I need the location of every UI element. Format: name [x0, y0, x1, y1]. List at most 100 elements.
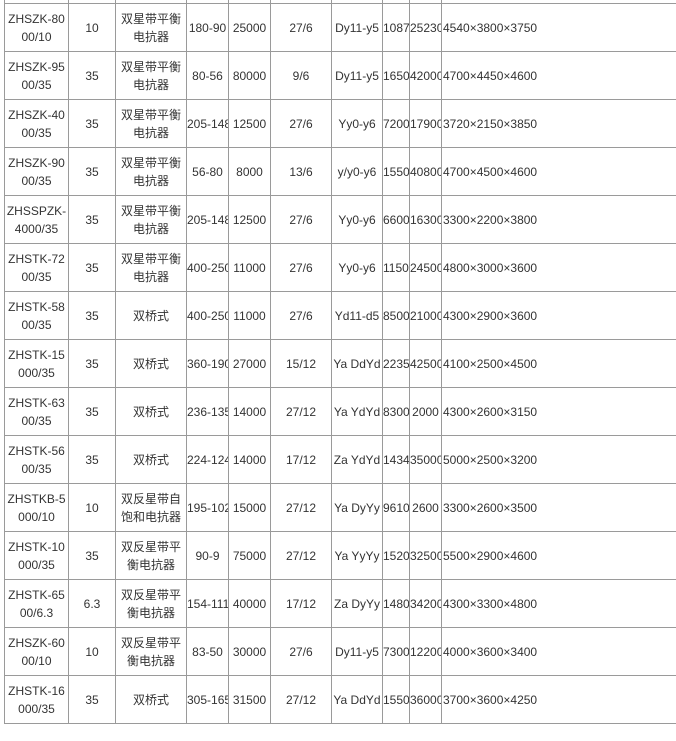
- cell-type: 双桥式: [115, 291, 187, 340]
- cell-model: ZHSTK-6500/6.3: [4, 579, 69, 628]
- cell-capacity: 8000: [228, 147, 271, 196]
- cell-dimensions: 3720×2150×3850: [441, 99, 676, 148]
- cell-value-a: 8500: [382, 291, 410, 340]
- cell-ratio: 27/6: [270, 243, 332, 292]
- table-row: ZHSTK-16000/35 35 双桥式 305-165 31500 27/12 Ya D…: [4, 675, 676, 724]
- cell-connection: Yy0-y6: [331, 243, 383, 292]
- table-row: ZHSZK-8000/10 10 双星带平衡电抗器 180-90 25000 27/6 Dy…: [4, 3, 676, 52]
- cell-connection: Yd11-d5: [331, 291, 383, 340]
- cell-dimensions: 4700×4450×4600: [441, 51, 676, 100]
- cell-capacity: 14000: [228, 387, 271, 436]
- cell-ratio: 9/6: [270, 51, 332, 100]
- table-row: ZHSTKB-5000/10 10 双反星带自饱和电抗器 195-102 15000 27…: [4, 483, 676, 532]
- cell-value-b: 42500: [409, 339, 442, 388]
- cell-dimensions: 4540×3800×3750: [441, 3, 676, 52]
- cell-capacity: 80000: [228, 51, 271, 100]
- cell-model: ZHSZK-8000/10: [4, 3, 69, 52]
- cell-voltage: 35: [68, 675, 116, 724]
- cell-type: 双星带平衡电抗器: [115, 3, 187, 52]
- cell-ratio: 27/6: [270, 627, 332, 676]
- cell-type: 双星带平衡电抗器: [115, 147, 187, 196]
- cell-value-a: 7300: [382, 627, 410, 676]
- cell-ratio: 27/6: [270, 3, 332, 52]
- cell-capacity: 12500: [228, 195, 271, 244]
- cell-value-a: 15500: [382, 675, 410, 724]
- cell-model: ZHSTK-6300/35: [4, 387, 69, 436]
- cell-voltage: 10: [68, 483, 116, 532]
- cell-range: 56-80: [186, 147, 229, 196]
- cell-type: 双桥式: [115, 387, 187, 436]
- table-row: ZHSTK-15000/35 35 双桥式 360-190 27000 15/12 Ya D…: [4, 339, 676, 388]
- cell-voltage: 10: [68, 627, 116, 676]
- cell-type: 双反星带自饱和电抗器: [115, 483, 187, 532]
- cell-range: 180-90: [186, 3, 229, 52]
- cell-type: 双星带平衡电抗器: [115, 195, 187, 244]
- cell-capacity: 11000: [228, 291, 271, 340]
- cell-ratio: 27/12: [270, 675, 332, 724]
- cell-range: 400-250: [186, 243, 229, 292]
- table-row: ZHSSPZK-4000/35 35 双星带平衡电抗器 205-148 12500 27/…: [4, 195, 676, 244]
- table-body: ZHSZK-8000/10 10 双星带平衡电抗器 180-90 25000 27/6 Dy…: [4, 0, 676, 724]
- cell-type: 双桥式: [115, 435, 187, 484]
- cell-range: 80-56: [186, 51, 229, 100]
- cell-range: 195-102: [186, 483, 229, 532]
- cell-value-a: 6600: [382, 195, 410, 244]
- table-row: ZHSTK-10000/35 35 双反星带平衡电抗器 90-9 75000 27/12 Y…: [4, 531, 676, 580]
- table-row: ZHSZK-9000/35 35 双星带平衡电抗器 56-80 8000 13/6 y/y0…: [4, 147, 676, 196]
- cell-dimensions: 5000×2500×3200: [441, 435, 676, 484]
- cell-connection: Za DyYy: [331, 579, 383, 628]
- cell-value-b: 40800: [409, 147, 442, 196]
- cell-value-b: 34200: [409, 579, 442, 628]
- cell-value-b: 24500: [409, 243, 442, 292]
- cell-voltage: 35: [68, 291, 116, 340]
- cell-type: 双星带平衡电抗器: [115, 99, 187, 148]
- cell-type: 双星带平衡电抗器: [115, 243, 187, 292]
- cell-voltage: 35: [68, 531, 116, 580]
- cell-value-b: 16300: [409, 195, 442, 244]
- cell-value-b: 42000: [409, 51, 442, 100]
- cell-range: 205-148: [186, 195, 229, 244]
- cell-voltage: 35: [68, 435, 116, 484]
- table-row: ZHSZK-9500/35 35 双星带平衡电抗器 80-56 80000 9/6 Dy11…: [4, 51, 676, 100]
- cell-range: 83-50: [186, 627, 229, 676]
- cell-dimensions: 4800×3000×3600: [441, 243, 676, 292]
- cell-value-b: 2600: [409, 483, 442, 532]
- cell-range: 236-135: [186, 387, 229, 436]
- cell-ratio: 15/12: [270, 339, 332, 388]
- cell-range: 400-250: [186, 291, 229, 340]
- cell-capacity: 25000: [228, 3, 271, 52]
- cell-value-b: 2000: [409, 387, 442, 436]
- table-row: ZHSZK-4000/35 35 双星带平衡电抗器 205-148 12500 27/6 Y…: [4, 99, 676, 148]
- cell-capacity: 75000: [228, 531, 271, 580]
- cell-model: ZHSTK-10000/35: [4, 531, 69, 580]
- cell-type: 双反星带平衡电抗器: [115, 627, 187, 676]
- table-row: ZHSTK-5800/35 35 双桥式 400-250 11000 27/6 Yd11-d…: [4, 291, 676, 340]
- cell-ratio: 27/6: [270, 195, 332, 244]
- cell-ratio: 17/12: [270, 435, 332, 484]
- cell-type: 双桥式: [115, 675, 187, 724]
- cell-type: 双桥式: [115, 339, 187, 388]
- cell-value-a: 16500: [382, 51, 410, 100]
- cell-connection: Yy0-y6: [331, 195, 383, 244]
- cell-connection: Dy11-y5: [331, 627, 383, 676]
- cell-voltage: 6.3: [68, 579, 116, 628]
- cell-value-b: 17900: [409, 99, 442, 148]
- rectifier-transformer-spec-table: ZHSZK-8000/10 10 双星带平衡电抗器 180-90 25000 27/6 Dy…: [4, 0, 676, 724]
- cell-capacity: 11000: [228, 243, 271, 292]
- cell-dimensions: 4300×3300×4800: [441, 579, 676, 628]
- cell-type: 双反星带平衡电抗器: [115, 531, 187, 580]
- cell-voltage: 35: [68, 339, 116, 388]
- cell-dimensions: 4300×2900×3600: [441, 291, 676, 340]
- cell-dimensions: 3300×2200×3800: [441, 195, 676, 244]
- cell-range: 90-9: [186, 531, 229, 580]
- cell-value-a: 15500: [382, 147, 410, 196]
- cell-ratio: 27/6: [270, 291, 332, 340]
- cell-dimensions: 4700×4500×4600: [441, 147, 676, 196]
- cell-value-a: 10870: [382, 3, 410, 52]
- cell-model: ZHSZK-9000/35: [4, 147, 69, 196]
- cell-voltage: 35: [68, 51, 116, 100]
- table-row: ZHSTK-5600/35 35 双桥式 224-124 14000 17/12 Za Yd…: [4, 435, 676, 484]
- cell-ratio: 27/12: [270, 531, 332, 580]
- cell-value-a: 22350: [382, 339, 410, 388]
- cell-value-a: 14340: [382, 435, 410, 484]
